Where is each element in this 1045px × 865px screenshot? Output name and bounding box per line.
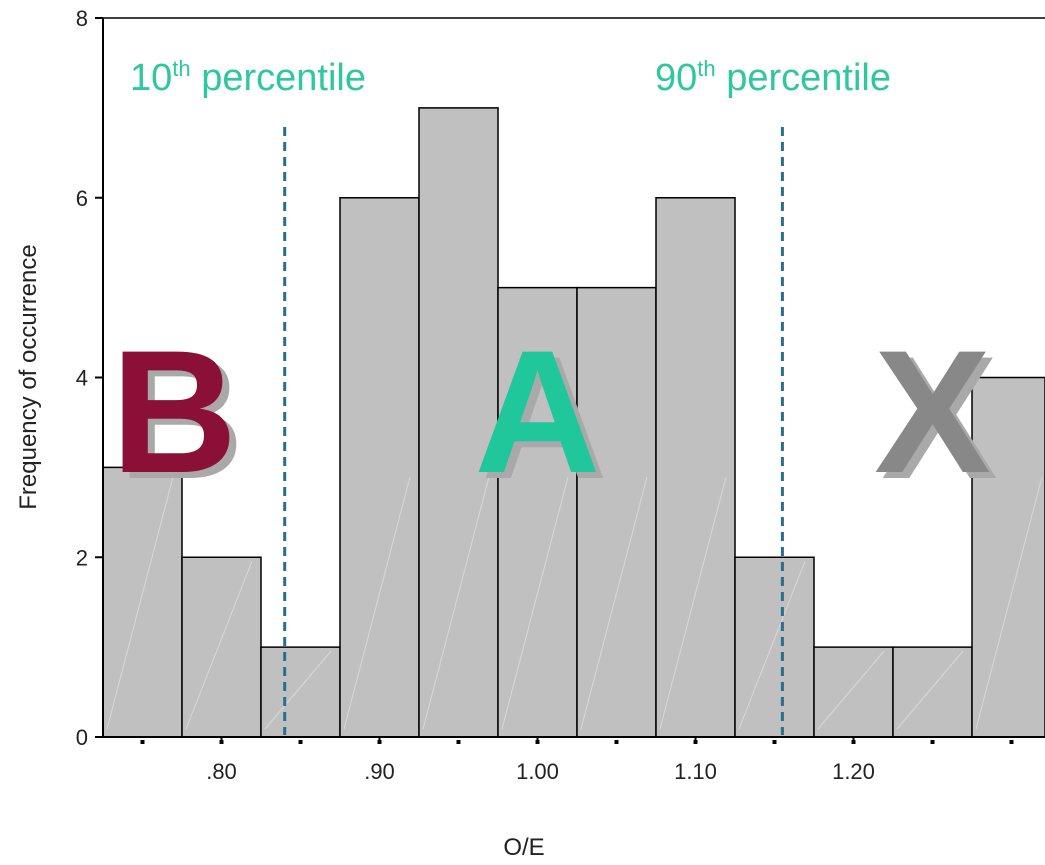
x-minor-tick: [456, 740, 461, 744]
histogram-bar: [971, 376, 1045, 738]
x-tick-label: 1.20: [832, 759, 875, 784]
bar-sheen: [975, 476, 1043, 730]
x-axis-title: O/E: [503, 834, 544, 861]
histogram-bar: [655, 197, 736, 738]
zone-letter-shadow: A: [481, 321, 607, 516]
zone-letter-shadow: X: [881, 321, 998, 516]
x-minor-tick: [1009, 740, 1014, 744]
y-tick-label: 8: [76, 6, 88, 31]
zone-letter: X: [874, 315, 991, 510]
y-tick-label: 4: [76, 366, 88, 391]
histogram-bar: [260, 646, 341, 738]
histogram-bar: [576, 286, 657, 738]
bar-sheen: [738, 561, 806, 730]
bar-sheen: [580, 476, 648, 730]
bar-sheen: [264, 650, 332, 730]
percentile-label: 10th percentile: [130, 56, 366, 99]
bar-sheen: [501, 476, 569, 730]
histogram-bar: [497, 286, 578, 738]
histogram-bar: [339, 197, 420, 738]
histogram-bar: [813, 646, 894, 738]
percentile-label: 90th percentile: [655, 56, 891, 99]
bar-sheen: [343, 476, 411, 730]
zone-letter: B: [111, 315, 237, 510]
x-tick-label: .90: [364, 759, 395, 784]
y-tick-label: 6: [76, 186, 88, 211]
bars-layer: [102, 107, 1045, 738]
x-minor-tick: [772, 740, 777, 744]
y-tick-label: 2: [76, 545, 88, 570]
bar-sheen: [817, 650, 885, 730]
x-minor-tick: [930, 740, 935, 744]
y-tick-label: 0: [76, 725, 88, 750]
y-axis-title: Frequency of occurrence: [15, 244, 42, 509]
zone-letter-shadow: B: [118, 321, 244, 516]
x-minor-tick: [614, 740, 619, 744]
ticks-layer: 0 2 4 6 8 .80 .90 1.00 1.10 1.20: [76, 6, 1014, 784]
zone-letter: A: [474, 315, 600, 510]
reference-lines-layer: 10th percentile 90th percentile: [130, 56, 891, 735]
x-tick-label: 1.10: [674, 759, 717, 784]
x-tick-label: .80: [206, 759, 237, 784]
bar-sheen: [896, 650, 964, 730]
bar-sheen: [659, 476, 727, 730]
x-tick-label: 1.00: [516, 759, 559, 784]
bar-sheen: [422, 476, 490, 730]
bar-sheen: [185, 561, 253, 730]
x-minor-tick: [140, 740, 145, 744]
histogram-bar: [418, 107, 499, 738]
x-minor-tick: [298, 740, 303, 744]
histogram-bar: [892, 646, 973, 738]
zone-letters-layer: BB AA XX: [111, 315, 998, 516]
bar-sheen: [106, 476, 174, 730]
